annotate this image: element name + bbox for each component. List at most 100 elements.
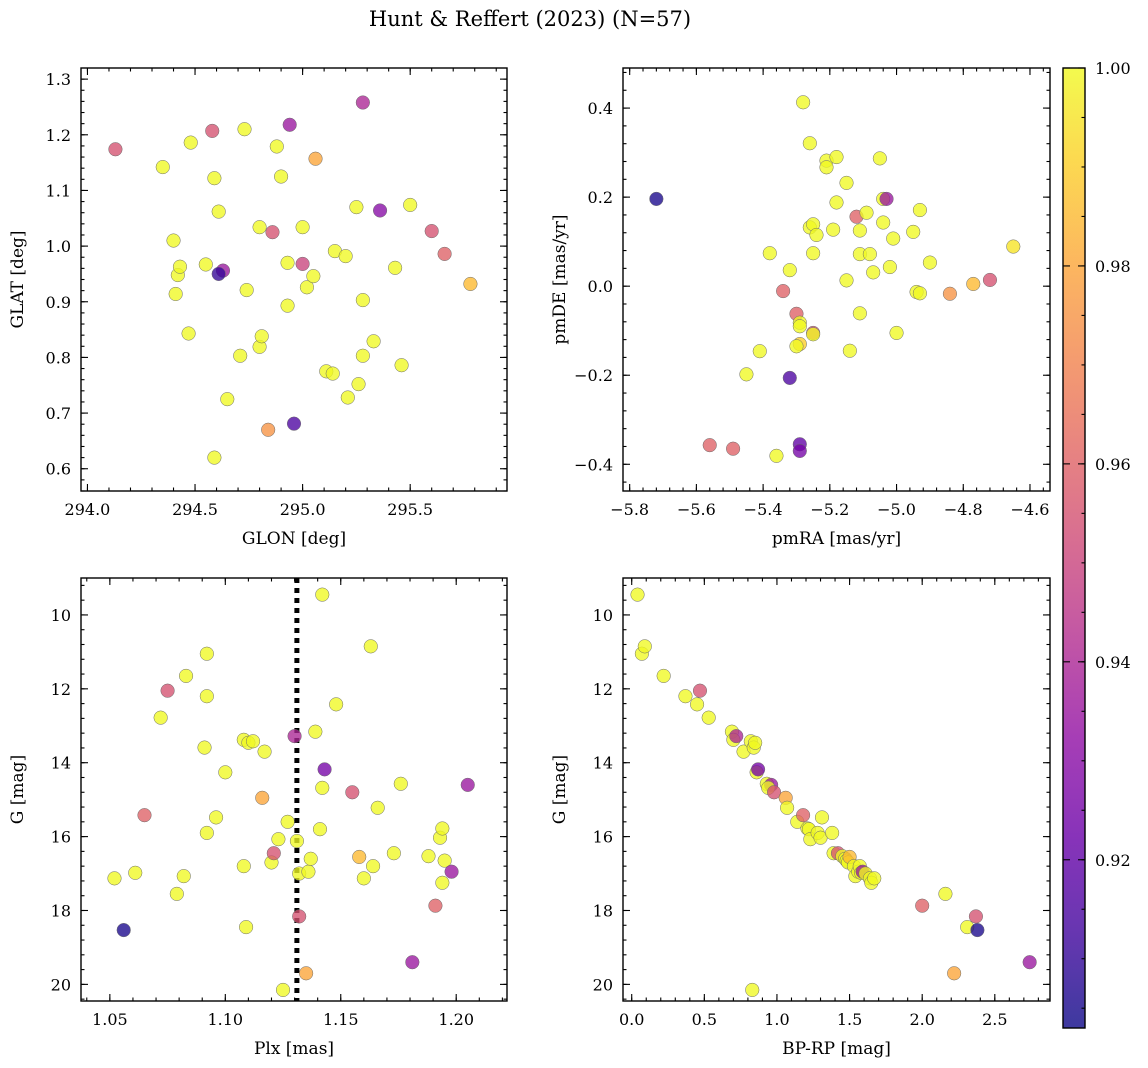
data-point	[912, 202, 927, 218]
colorbar-gradient	[1063, 68, 1085, 1028]
data-point	[317, 762, 332, 777]
y-tick-label: 0.7	[46, 404, 71, 423]
points	[649, 95, 1021, 463]
x-axis-label: Plx [mas]	[254, 1039, 334, 1059]
y-tick-label: 0.0	[588, 277, 613, 296]
data-point	[207, 450, 222, 465]
data-point	[160, 683, 175, 698]
data-point	[388, 260, 403, 275]
data-point	[649, 191, 664, 206]
y-tick-label: 10	[51, 606, 71, 625]
data-point	[809, 227, 824, 243]
data-point	[308, 151, 323, 166]
data-point	[806, 327, 821, 342]
x-tick-label: 1.05	[92, 1010, 128, 1029]
points	[107, 587, 475, 997]
data-point	[796, 95, 811, 110]
data-point	[169, 886, 184, 901]
panel-3: 1.05 1.10 1.15 1.20 10 12 14 16 18 20 Plx [mas] G […	[8, 577, 508, 1059]
axes-frame	[622, 67, 1051, 492]
data-point	[802, 136, 817, 151]
data-point	[299, 280, 314, 295]
data-point	[373, 203, 388, 218]
data-point	[630, 587, 645, 602]
data-point	[867, 871, 882, 886]
data-point	[356, 871, 371, 886]
data-point	[938, 886, 953, 901]
figure-title: Hunt & Reffert (2023) (N=57)	[369, 7, 691, 31]
data-point	[254, 329, 269, 344]
data-point	[306, 269, 321, 284]
x-tick-label: 295.5	[387, 500, 433, 519]
data-point	[280, 255, 295, 270]
data-point	[825, 825, 840, 840]
colorbar-tick-label: 0.94	[1095, 653, 1131, 672]
x-axis-label: BP-RP [mag]	[782, 1039, 891, 1059]
data-point	[239, 920, 254, 935]
data-point	[1022, 955, 1037, 970]
data-point	[363, 639, 378, 654]
data-point	[796, 808, 811, 823]
x-tick-label: 1.10	[207, 1010, 243, 1029]
data-point	[315, 780, 330, 795]
data-point	[301, 864, 316, 879]
data-point	[806, 246, 821, 261]
data-point	[239, 283, 254, 298]
data-point	[329, 697, 344, 712]
y-axis-label: G [mag]	[550, 755, 570, 824]
data-point	[255, 790, 270, 805]
data-point	[842, 343, 857, 358]
data-point	[789, 339, 804, 354]
x-axis-label: GLON [deg]	[242, 529, 346, 549]
x-tick-label: 2.5	[982, 1010, 1007, 1029]
data-point	[444, 864, 459, 879]
data-point	[792, 319, 807, 334]
y-tick-label: 1.3	[46, 70, 71, 89]
data-point	[829, 150, 844, 165]
data-point	[199, 646, 214, 661]
data-point	[287, 729, 302, 744]
data-point	[819, 160, 834, 175]
data-point	[351, 377, 366, 392]
data-point	[299, 966, 314, 981]
data-point	[692, 683, 708, 698]
data-point	[315, 587, 330, 602]
points	[108, 95, 478, 465]
y-axis-label: pmDE [mas/yr]	[550, 214, 570, 344]
data-point	[726, 441, 741, 456]
data-point	[338, 249, 353, 264]
data-point	[839, 175, 854, 190]
colorbar-tick-label: 0.96	[1095, 455, 1131, 474]
data-point	[879, 191, 894, 206]
data-point	[252, 220, 267, 235]
panel-1: 294.0 294.5 295.0 295.5 0.6 0.7 0.8 0.9 1.0 1.1 1.…	[8, 67, 508, 549]
y-tick-label: 16	[593, 828, 613, 847]
data-point	[403, 197, 418, 212]
data-point	[463, 276, 478, 292]
data-point	[947, 966, 962, 981]
x-tick-label: −5.6	[677, 500, 716, 519]
data-point	[762, 246, 777, 261]
y-tick-label: 0.6	[46, 460, 71, 479]
colorbar-frame	[1062, 67, 1086, 1029]
data-point	[437, 853, 452, 868]
data-point	[155, 160, 170, 175]
y-axis-label: G [mag]	[8, 755, 28, 824]
y-axis-label: GLAT [deg]	[8, 230, 28, 328]
data-point	[205, 123, 220, 138]
y-tick-label: 10	[593, 606, 613, 625]
y-tick-label: 0.2	[588, 188, 613, 207]
data-point	[678, 689, 693, 704]
data-point	[289, 833, 304, 849]
x-tick-label: 1.0	[764, 1010, 789, 1029]
x-tick-label: −4.6	[1011, 500, 1050, 519]
data-point	[922, 255, 937, 270]
data-point	[882, 259, 897, 275]
data-point	[852, 223, 867, 238]
y-tick-label: 1.0	[46, 237, 71, 256]
data-point	[295, 256, 310, 271]
x-tick-label: 0.0	[619, 1010, 644, 1029]
data-point	[108, 142, 123, 157]
y-tick-label: −0.2	[574, 366, 613, 385]
